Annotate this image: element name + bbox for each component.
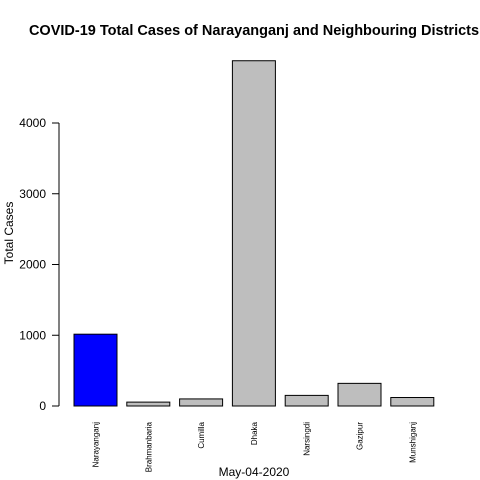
y-tick-label: 3000 xyxy=(19,187,46,201)
x-tick-label: Narsingdi xyxy=(303,422,312,456)
bar-gazipur xyxy=(337,382,382,407)
x-tick-label: Dhaka xyxy=(250,421,259,445)
bar-dhaka xyxy=(231,60,276,407)
chart-title: COVID-19 Total Cases of Narayanganj and … xyxy=(29,23,479,39)
y-axis-label: Total Cases xyxy=(2,202,16,265)
x-tick-label: Cumilla xyxy=(197,421,206,448)
y-axis: 0 1000 2000 3000 4000 xyxy=(19,116,60,413)
x-tick-label: Gazipur xyxy=(356,422,365,450)
bar-brahmanbaria xyxy=(126,401,171,407)
bar-narayanganj xyxy=(73,333,118,407)
x-tick-labels: Narayanganj Brahmanbaria Cumilla Dhaka Narsi… xyxy=(92,421,418,472)
x-tick-label: Munshiganj xyxy=(408,422,417,463)
bars xyxy=(73,60,435,407)
x-tick-label: Brahmanbaria xyxy=(144,421,153,472)
y-tick-label: 2000 xyxy=(19,258,46,272)
bar-munshiganj xyxy=(390,397,435,407)
x-tick-label: Narayanganj xyxy=(92,422,101,468)
x-axis-label: May-04-2020 xyxy=(219,465,290,479)
bar-narsingdi xyxy=(284,394,329,407)
bar-cumilla xyxy=(179,398,224,407)
y-tick-label: 4000 xyxy=(19,116,46,130)
y-tick-label: 0 xyxy=(39,399,46,413)
y-tick-label: 1000 xyxy=(19,328,46,342)
